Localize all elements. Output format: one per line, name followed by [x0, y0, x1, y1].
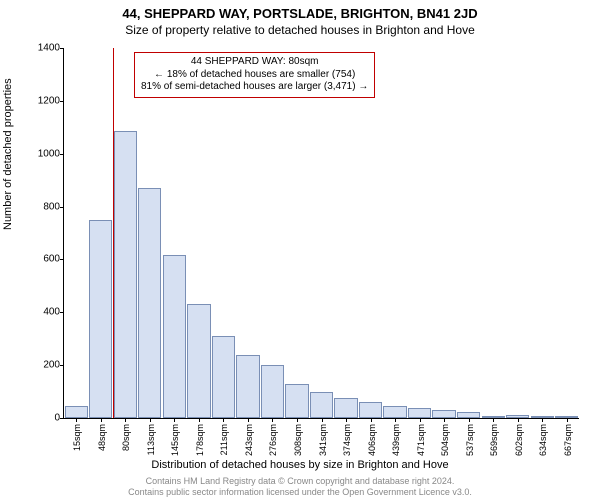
footer-line2: Contains public sector information licen… — [0, 487, 600, 498]
x-tick-label: 15sqm — [70, 424, 82, 451]
callout-line2: ← 18% of detached houses are smaller (75… — [141, 69, 368, 82]
histogram-bar — [212, 336, 235, 418]
x-tick-label: 341sqm — [316, 424, 328, 456]
x-tick-label: 113sqm — [144, 424, 156, 455]
x-tick-label: 569sqm — [487, 424, 499, 456]
histogram-bar — [310, 392, 333, 418]
footer-line1: Contains HM Land Registry data © Crown c… — [0, 476, 600, 487]
plot-area: 44 SHEPPARD WAY: 80sqm ← 18% of detached… — [63, 48, 579, 419]
histogram-bar — [114, 131, 137, 418]
histogram-bar — [138, 188, 161, 418]
histogram-bar — [236, 355, 259, 418]
x-tick-label: 504sqm — [438, 424, 450, 456]
x-tick-label: 243sqm — [242, 424, 254, 456]
x-tick-label: 308sqm — [291, 424, 303, 456]
callout-box: 44 SHEPPARD WAY: 80sqm ← 18% of detached… — [134, 52, 375, 98]
figure: 44, SHEPPARD WAY, PORTSLADE, BRIGHTON, B… — [0, 0, 600, 500]
x-tick-label: 634sqm — [536, 424, 548, 456]
histogram-bar — [359, 402, 382, 418]
histogram-bar — [261, 365, 284, 418]
x-tick-label: 537sqm — [463, 424, 475, 456]
histogram-bar — [65, 406, 88, 418]
chart-title: 44, SHEPPARD WAY, PORTSLADE, BRIGHTON, B… — [0, 0, 600, 21]
histogram-bar — [89, 220, 112, 418]
histogram-bar — [408, 408, 431, 418]
x-tick-label: 471sqm — [414, 424, 426, 456]
x-tick-label: 667sqm — [561, 424, 573, 456]
x-tick-label: 80sqm — [119, 424, 131, 451]
x-tick-label: 178sqm — [193, 424, 205, 456]
x-axis-label: Distribution of detached houses by size … — [0, 459, 600, 471]
y-axis-label: Number of detached properties — [2, 78, 14, 230]
x-tick-label: 374sqm — [340, 424, 352, 456]
x-tick-label: 406sqm — [365, 424, 377, 456]
histogram-bar — [383, 406, 406, 418]
property-marker-line — [113, 48, 114, 418]
histogram-bar — [187, 304, 210, 418]
x-tick-label: 48sqm — [95, 424, 107, 451]
x-tick-label: 602sqm — [512, 424, 524, 456]
x-tick-label: 439sqm — [389, 424, 401, 456]
callout-line3: 81% of semi-detached houses are larger (… — [141, 81, 368, 94]
chart-subtitle: Size of property relative to detached ho… — [0, 21, 600, 39]
x-tick-label: 276sqm — [266, 424, 278, 456]
histogram-bar — [163, 255, 186, 418]
footer-text: Contains HM Land Registry data © Crown c… — [0, 476, 600, 498]
histogram-bar — [432, 410, 455, 418]
x-tick-label: 145sqm — [168, 424, 180, 456]
histogram-bar — [285, 384, 308, 418]
histogram-bar — [334, 398, 357, 418]
callout-line1: 44 SHEPPARD WAY: 80sqm — [141, 56, 368, 69]
x-tick-label: 211sqm — [217, 424, 229, 455]
